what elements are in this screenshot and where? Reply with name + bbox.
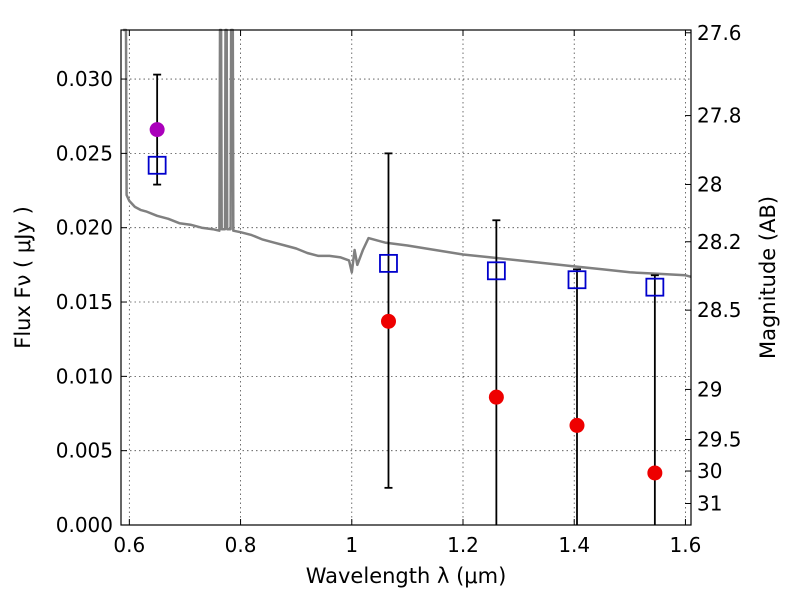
observed-flux-point <box>569 417 585 433</box>
model-spectrum-line <box>123 28 692 279</box>
x-tick-label: 1.6 <box>670 533 702 557</box>
y-tick-label: 0.025 <box>56 141 113 165</box>
y2-tick-label: 28.5 <box>697 298 742 322</box>
y-tick-label: 0.000 <box>56 513 113 537</box>
model-spectrum <box>123 28 692 279</box>
x-tick-label: 1.2 <box>447 533 479 557</box>
grid-lines <box>121 30 691 526</box>
model-photometry-square <box>486 261 506 281</box>
error-bars <box>153 73 659 525</box>
y2-tick-label: 27.8 <box>697 104 742 128</box>
observed-flux-point <box>647 465 663 481</box>
y-tick-label: 0.030 <box>56 67 113 91</box>
x-tick-label: 1.4 <box>558 533 590 557</box>
y-tick-label: 0.005 <box>56 439 113 463</box>
model-photometry-square <box>379 253 398 273</box>
plot-frame <box>120 29 692 526</box>
axis-ticks: 0.6 0.8 1 1.2 1.4 1.6 0.000 0.005 0.010 0.015 0.02… <box>56 21 742 557</box>
observed-flux-point <box>380 313 396 329</box>
y-tick-label: 0.020 <box>56 216 113 240</box>
data-markers <box>147 122 665 481</box>
y2-tick-label: 29 <box>697 377 722 401</box>
x-axis-label: Wavelength λ (μm) <box>306 564 507 588</box>
x-tick-label: 0.6 <box>113 533 145 557</box>
y-axis-label: Flux Fν ( μJy ) <box>11 206 35 349</box>
model-photometry-square <box>645 277 665 297</box>
model-photometry-square <box>147 155 167 175</box>
y2-tick-label: 29.5 <box>697 427 742 451</box>
y2-tick-label: 31 <box>697 492 722 516</box>
x-tick-label: 1 <box>345 533 358 557</box>
y2-tick-label: 28.2 <box>697 230 742 254</box>
y2-axis-label: Magnitude (AB) <box>756 196 780 359</box>
model-photometry-square <box>567 270 587 290</box>
observed-flux-point <box>149 122 165 138</box>
y2-tick-label: 28 <box>697 172 722 196</box>
y2-tick-label: 30 <box>697 459 722 483</box>
observed-flux-point <box>488 389 504 405</box>
x-tick-label: 0.8 <box>225 533 257 557</box>
y-tick-label: 0.015 <box>56 290 113 314</box>
y2-tick-label: 27.6 <box>697 21 742 45</box>
y-tick-label: 0.010 <box>56 364 113 388</box>
